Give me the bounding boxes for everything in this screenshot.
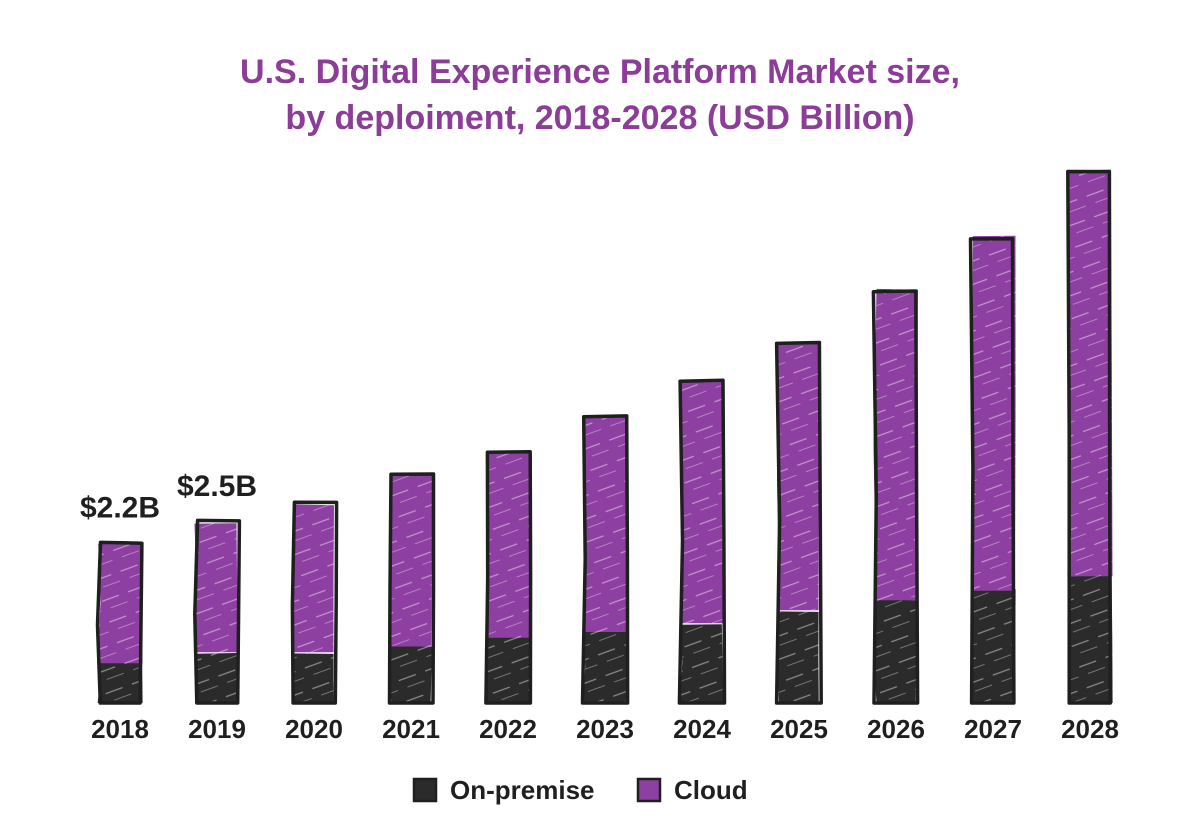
bar-on-premise-2024-hatch <box>679 624 724 703</box>
x-tick-label-2022: 2022 <box>479 714 537 744</box>
bar-outline-2019 <box>193 518 242 705</box>
bar-group-2019 <box>193 518 242 705</box>
bar-on-premise-2023-hatch <box>582 631 628 703</box>
data-label-2019: $2.5B <box>177 470 257 503</box>
bar-cloud-2026-hatch <box>873 288 918 601</box>
x-axis-tick-labels: 2018 2019 2020 2021 2022 2023 2024 2025 2026 2027… <box>91 714 1119 744</box>
bar-group-2020 <box>290 500 339 705</box>
chart-title-line-2: by deploiment, 2018-2028 (USD Billion) <box>285 99 915 137</box>
bar-group-2018 <box>95 540 144 705</box>
x-tick-label-2025: 2025 <box>770 714 828 744</box>
legend-label-on-premise: On-premise <box>450 775 595 805</box>
data-label-2018: $2.2B <box>80 492 160 525</box>
x-tick-label-2018: 2018 <box>91 714 149 744</box>
legend-swatch-cloud <box>636 777 662 803</box>
data-labels-layer: $2.2B $2.5B <box>80 470 257 525</box>
bar-cloud-2024-hatch <box>679 382 723 624</box>
bar-on-premise-2020-hatch <box>292 653 334 703</box>
bar-cloud-2025-hatch <box>777 342 820 611</box>
bar-outline-2018 <box>95 540 144 705</box>
bar-cloud-2027-hatch <box>971 235 1016 591</box>
bar-cloud-2023-hatch <box>582 416 628 632</box>
bar-on-premise-2022-hatch <box>486 636 531 703</box>
chart-title-line-1: U.S. Digital Experience Platform Market … <box>240 53 960 91</box>
x-tick-label-2021: 2021 <box>382 714 440 744</box>
bar-group-2024 <box>677 378 727 705</box>
x-tick-label-2028: 2028 <box>1061 714 1119 744</box>
bar-group-2022 <box>484 449 533 705</box>
bar-outline-2025 <box>774 340 823 705</box>
bar-group-2027 <box>968 235 1016 705</box>
bar-outline-2021 <box>387 472 436 705</box>
bars-layer <box>95 169 1113 705</box>
bar-group-2026 <box>871 288 920 705</box>
x-tick-label-2027: 2027 <box>964 714 1022 744</box>
legend: On-premise Cloud <box>412 775 748 805</box>
bar-cloud-2020-hatch <box>292 504 334 653</box>
x-tick-label-2023: 2023 <box>576 714 634 744</box>
bar-on-premise-2019-hatch <box>194 653 239 703</box>
bar-on-premise-2025-hatch <box>777 611 819 703</box>
bar-outline-2028 <box>1066 169 1113 705</box>
bar-outline-2020 <box>290 500 339 705</box>
bar-on-premise-2027-hatch <box>971 589 1016 703</box>
bar-cloud-2022-hatch <box>486 451 531 638</box>
x-tick-label-2020: 2020 <box>285 714 343 744</box>
bar-on-premise-2028-hatch <box>1067 575 1113 703</box>
legend-item-on-premise: On-premise <box>412 775 595 805</box>
bar-group-2021 <box>387 472 436 705</box>
legend-swatch-on-premise <box>412 777 438 803</box>
bar-outline-2026 <box>871 289 920 705</box>
legend-item-cloud: Cloud <box>636 775 748 805</box>
bar-outline-2022 <box>484 449 533 705</box>
x-tick-label-2019: 2019 <box>188 714 246 744</box>
bar-cloud-2019-hatch <box>194 523 238 653</box>
bar-cloud-2021-hatch <box>388 474 433 647</box>
bar-group-2028 <box>1066 169 1113 705</box>
bar-group-2025 <box>774 340 823 705</box>
bar-outline-2024 <box>677 378 727 705</box>
bar-outline-2023 <box>580 414 630 705</box>
bar-on-premise-2021-hatch <box>388 645 433 703</box>
bar-cloud-2028-hatch <box>1067 169 1113 577</box>
bar-on-premise-2018-hatch <box>97 662 143 703</box>
legend-label-cloud: Cloud <box>674 775 748 805</box>
bar-outline-2027 <box>968 236 1016 705</box>
bar-cloud-2018-hatch <box>97 543 143 664</box>
bar-on-premise-2026-hatch <box>873 599 918 703</box>
bar-group-2023 <box>580 414 630 705</box>
x-tick-label-2026: 2026 <box>867 714 925 744</box>
x-tick-label-2024: 2024 <box>673 714 731 744</box>
